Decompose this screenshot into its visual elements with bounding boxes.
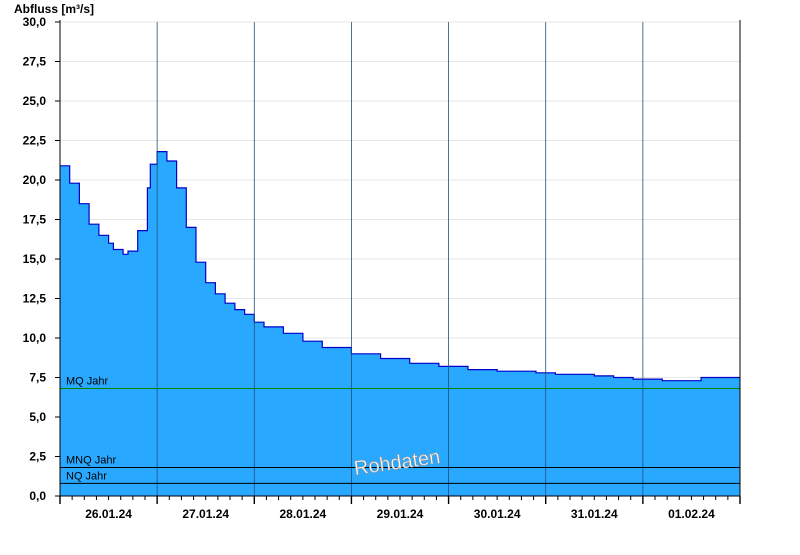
reference-line-label: NQ Jahr bbox=[66, 470, 107, 482]
y-tick-label: 17,5 bbox=[23, 213, 47, 227]
y-tick-label: 15,0 bbox=[23, 252, 47, 266]
x-tick-label: 27.01.24 bbox=[182, 507, 229, 521]
x-tick-label: 31.01.24 bbox=[571, 507, 618, 521]
x-ticks: 26.01.24 27.01.24 28.01.24 29.01.24 30.01.24… bbox=[59, 496, 741, 521]
reference-lines: MQ Jahr MNQ Jahr NQ Jahr bbox=[60, 376, 740, 484]
day-gridlines bbox=[156, 22, 644, 496]
y-tick-label: 7,5 bbox=[29, 371, 46, 385]
x-tick-label: 26.01.24 bbox=[85, 507, 132, 521]
y-tick-label: 30,0 bbox=[23, 15, 47, 29]
y-tick-label: 22,5 bbox=[23, 134, 47, 148]
series-area-fill bbox=[60, 151, 740, 496]
series-area bbox=[60, 151, 740, 496]
y-tick-label: 20,0 bbox=[23, 173, 47, 187]
y-ticks: 0,0 2,5 5,0 7,5 10,0 12,5 15,0 17,5 20,0 22,5 25,0… bbox=[23, 15, 60, 503]
x-tick-label: 28.01.24 bbox=[279, 507, 326, 521]
y-axis-label: Abfluss [m³/s] bbox=[14, 2, 94, 16]
y-tick-label: 12,5 bbox=[23, 292, 47, 306]
y-tick-label: 27,5 bbox=[23, 55, 47, 69]
y-tick-label: 0,0 bbox=[29, 489, 46, 503]
x-tick-label: 30.01.24 bbox=[474, 507, 521, 521]
reference-line-label: MQ Jahr bbox=[66, 376, 109, 388]
y-tick-label: 10,0 bbox=[23, 331, 47, 345]
x-tick-label: 29.01.24 bbox=[377, 507, 424, 521]
y-tick-label: 5,0 bbox=[29, 410, 46, 424]
y-tick-label: 2,5 bbox=[29, 450, 46, 464]
reference-line-label: MNQ Jahr bbox=[66, 455, 116, 467]
x-tick-label: 01.02.24 bbox=[668, 507, 715, 521]
y-tick-label: 25,0 bbox=[23, 94, 47, 108]
